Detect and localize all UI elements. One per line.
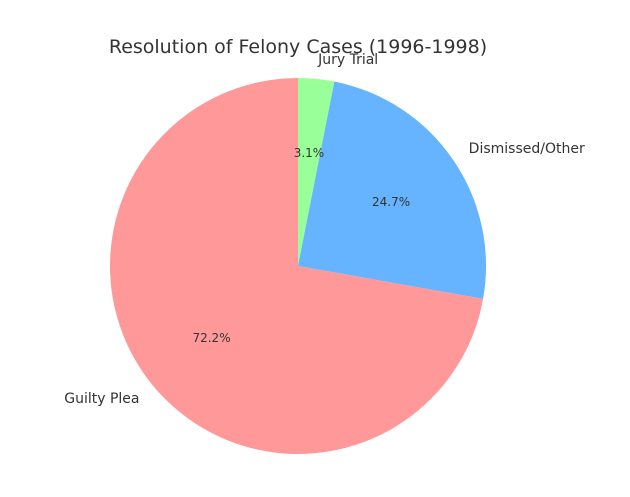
pie-slice-jury-trial bbox=[298, 78, 335, 266]
pie-slices bbox=[109, 78, 486, 454]
chart-title: Resolution of Felony Cases (1996-1998) bbox=[109, 36, 487, 58]
slice-label: Dismissed/Other bbox=[469, 141, 585, 157]
slice-percent-label: 72.2% bbox=[192, 331, 230, 345]
pie-labels: Jury Trial 3.1% Dismissed/Other 24.7% Guilty… bbox=[64, 52, 585, 407]
pie-slice-dismissed-other bbox=[298, 81, 486, 299]
pie-slice-guilty-plea bbox=[109, 78, 484, 454]
slice-label: Jury Trial bbox=[317, 52, 378, 68]
slice-percent-label: 24.7% bbox=[372, 195, 410, 209]
slice-percent-label: 3.1% bbox=[294, 146, 325, 160]
slice-label: Guilty Plea bbox=[64, 391, 139, 407]
